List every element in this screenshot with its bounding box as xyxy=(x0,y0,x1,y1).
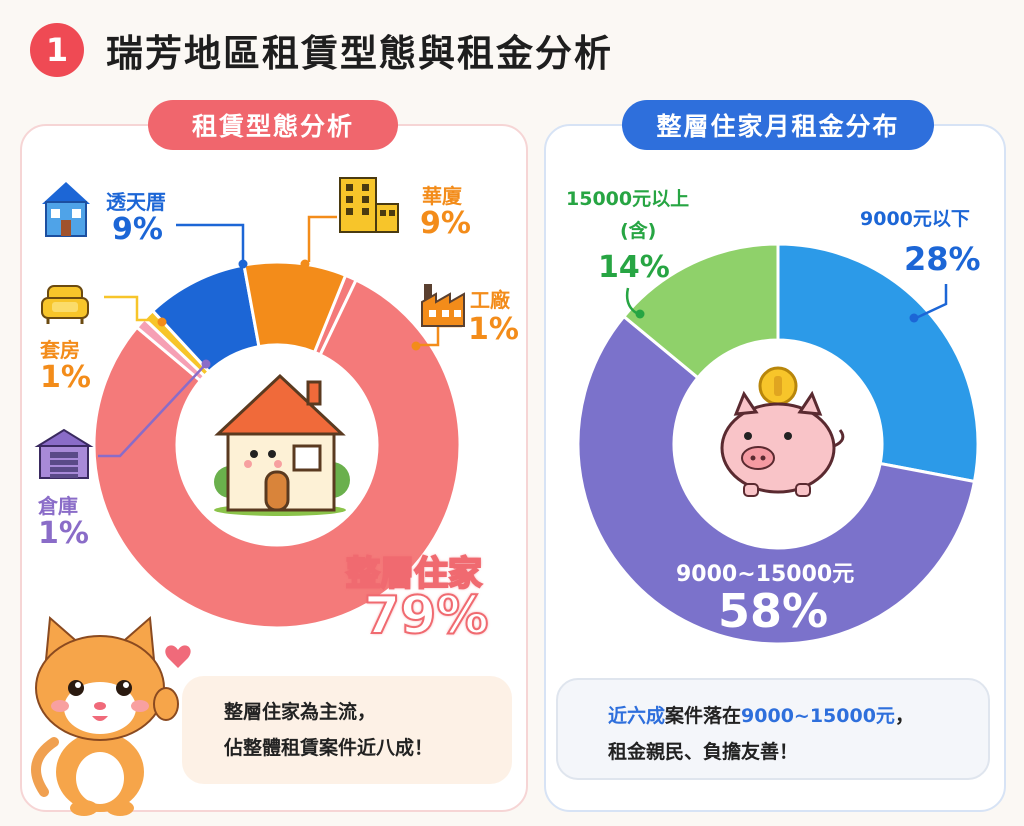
right-leader-lines xyxy=(625,284,948,323)
rent-distribution-heading: 整層住家月租金分布 xyxy=(622,100,934,150)
label-warehouse-pct: 1% xyxy=(38,516,89,551)
rental-type-note-line2: 佔整體租賃案件近八成！ xyxy=(224,737,434,759)
label-over-15000-name2: (含) xyxy=(620,220,657,242)
page-header: 1 瑞芳地區租賃型態與租金分析 xyxy=(30,18,613,82)
label-factory-name: 工廠 xyxy=(470,288,510,312)
note-highlight-range: 9000~15000元 xyxy=(741,705,895,727)
label-building-name: 華廈 xyxy=(422,184,462,208)
label-whole-unit-pct: 79% xyxy=(363,585,489,647)
warehouse-icon xyxy=(34,428,94,479)
cat-mascot xyxy=(31,615,191,816)
rental-type-heading: 租賃型態分析 xyxy=(148,100,398,150)
label-mid-range-pct: 58% xyxy=(718,584,829,638)
sofa-icon xyxy=(41,285,89,324)
label-townhouse-name: 透天厝 xyxy=(106,190,166,214)
label-under-9000-name: 9000元以下 xyxy=(860,208,970,230)
factory-icon xyxy=(421,284,465,327)
note-comma: ， xyxy=(894,705,914,727)
rental-type-slice-5 xyxy=(242,260,348,355)
piggy-bank-illustration xyxy=(720,366,845,497)
label-whole-unit-name: 整層住家 xyxy=(345,553,483,595)
label-building-pct: 9% xyxy=(420,206,471,241)
rental-type-donut xyxy=(92,260,462,630)
townhouse-icon xyxy=(42,182,90,237)
rent-distribution-note-line2: 租金親民、負擔友善！ xyxy=(608,741,799,763)
rental-type-note: 整層住家為主流， 佔整體租賃案件近八成！ xyxy=(182,676,512,784)
label-suite-name: 套房 xyxy=(40,338,80,362)
label-townhouse-pct: 9% xyxy=(112,212,163,247)
label-over-15000-pct: 14% xyxy=(598,250,670,285)
rental-type-slice-1 xyxy=(92,277,462,630)
rent-slice-2 xyxy=(621,242,780,380)
left-leader-lines xyxy=(98,215,462,568)
label-suite-pct: 1% xyxy=(40,360,91,395)
label-mid-range-name: 9000~15000元 xyxy=(676,562,855,587)
note-mid-text: 案件落在 xyxy=(665,705,742,727)
rent-distribution-note: 近六成案件落在9000~15000元， 租金親民、負擔友善！ xyxy=(556,678,990,780)
building-icon xyxy=(339,177,399,233)
label-under-9000-pct: 28% xyxy=(904,240,981,278)
page-title: 瑞芳地區租賃型態與租金分析 xyxy=(106,32,613,75)
rent-slice-1 xyxy=(576,314,977,646)
note-highlight-share: 近六成 xyxy=(608,705,666,727)
label-factory-pct: 1% xyxy=(468,312,519,347)
house-illustration xyxy=(214,373,350,516)
rent-slice-0 xyxy=(776,242,980,484)
label-over-15000-name: 15000元以上 xyxy=(566,188,690,210)
rent-distribution-note-line1: 近六成案件落在9000~15000元， xyxy=(608,698,964,734)
label-warehouse-name: 倉庫 xyxy=(38,494,78,518)
section-number-badge: 1 xyxy=(30,23,84,77)
rental-type-note-line1: 整層住家為主流， xyxy=(224,701,377,723)
rent-distribution-donut xyxy=(576,242,980,646)
